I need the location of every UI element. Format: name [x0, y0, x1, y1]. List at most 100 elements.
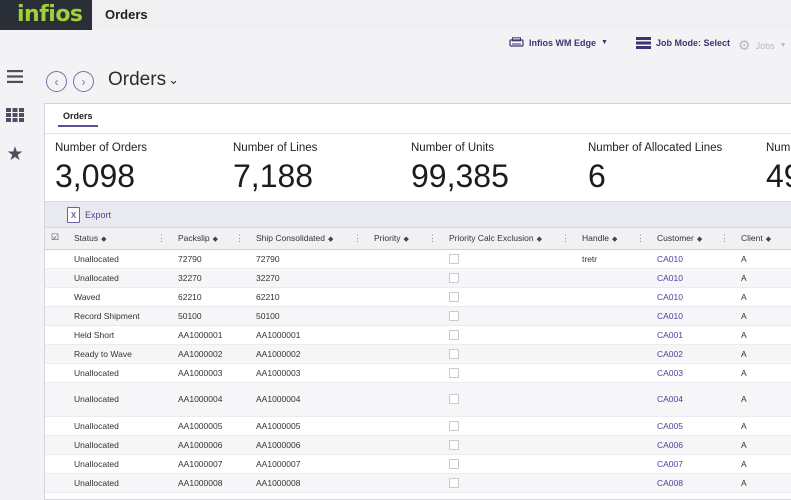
column-menu-icon[interactable]: ⋮	[561, 233, 570, 243]
cell-customer[interactable]: CA002	[657, 348, 683, 359]
sort-icon[interactable]: ◆	[212, 236, 219, 244]
row-select-cell	[45, 306, 68, 325]
hamburger-icon[interactable]	[5, 67, 25, 85]
cell-customer[interactable]: CA004	[657, 394, 683, 404]
cell-client: A	[741, 310, 747, 321]
cell-client: A	[741, 329, 747, 340]
priority-calc-exclusion-checkbox[interactable]	[449, 439, 459, 450]
priority-calc-exclusion-checkbox[interactable]	[449, 329, 459, 340]
sort-icon[interactable]: ◆	[536, 236, 542, 244]
cell-customer[interactable]: CA003	[657, 367, 683, 378]
warehouse-selector[interactable]: Infios WM Edge ▼	[509, 37, 608, 48]
table-row[interactable]: Unallocated AA1000004 AA1000004 CA004 A	[45, 382, 791, 416]
tab-bar: Orders	[45, 104, 791, 134]
column-header-customer[interactable]: Customer ◆ ⋮	[651, 228, 735, 249]
context-bar: Infios WM Edge ▼ Job Mode: Select ⚙ Jobs…	[0, 30, 791, 58]
column-menu-icon[interactable]: ⋮	[353, 233, 362, 243]
priority-calc-exclusion-checkbox[interactable]	[449, 310, 459, 321]
column-menu-icon[interactable]: ⋮	[720, 233, 729, 243]
column-header-ship-consolidated[interactable]: Ship Consolidated ◆ ⋮	[250, 228, 368, 249]
priority-calc-exclusion-checkbox[interactable]	[449, 272, 459, 283]
cell-ship-consolidated: AA1000003	[256, 367, 301, 378]
column-menu-icon[interactable]: ⋮	[636, 233, 645, 243]
priority-calc-exclusion-checkbox[interactable]	[449, 348, 459, 359]
column-menu-icon[interactable]: ⋮	[428, 233, 437, 243]
cell-customer[interactable]: CA008	[657, 477, 683, 488]
list-icon	[636, 37, 651, 49]
table-row[interactable]: Unallocated AA1000005 AA1000005 CA005 A	[45, 416, 791, 435]
column-header-status[interactable]: Status ◆ ⋮	[68, 228, 172, 249]
left-rail: ★	[0, 58, 30, 500]
priority-calc-exclusion-checkbox[interactable]	[449, 394, 459, 405]
orders-panel: Orders Number of Orders 3,098 Number of …	[44, 103, 791, 500]
metric-lines: Number of Lines 7,188	[233, 142, 317, 192]
row-select-cell	[45, 363, 68, 382]
cell-priority	[368, 344, 443, 363]
logo[interactable]: infios	[0, 0, 92, 30]
back-button[interactable]: ‹	[46, 71, 67, 92]
jobs-menu[interactable]: ⚙ Jobs ▼	[738, 37, 787, 54]
sort-icon[interactable]: ◆	[101, 236, 107, 244]
metric-truncated: Numb 49	[766, 142, 791, 192]
column-menu-icon[interactable]: ⋮	[157, 233, 166, 243]
table-row[interactable]: Unallocated AA1000006 AA1000006 CA006 A	[45, 435, 791, 454]
metric-label: Numb	[766, 142, 791, 154]
cell-ship-consolidated: AA1000006	[256, 439, 301, 450]
column-label: Client	[741, 233, 763, 244]
column-label: Ship Consolidated	[256, 233, 325, 244]
star-icon[interactable]: ★	[6, 143, 24, 165]
cell-customer[interactable]: CA010	[657, 291, 683, 302]
column-header-client[interactable]: Client◆⋮	[735, 228, 791, 249]
cell-customer[interactable]: CA010	[657, 272, 683, 283]
table-row[interactable]: Record Shipment 50100 50100 CA010 A	[45, 306, 791, 325]
cell-customer[interactable]: CA010	[657, 310, 683, 321]
priority-calc-exclusion-checkbox[interactable]	[449, 477, 459, 488]
priority-calc-exclusion-checkbox[interactable]	[449, 291, 459, 302]
table-row[interactable]: Ready to Wave AA1000002 AA1000002 CA002 A	[45, 344, 791, 363]
cell-customer[interactable]: CA005	[657, 420, 683, 431]
priority-calc-exclusion-checkbox[interactable]	[449, 253, 459, 264]
table-row[interactable]: Unallocated AA1000003 AA1000003 CA003 A	[45, 363, 791, 382]
chevron-down-icon: ▼	[601, 39, 608, 46]
select-all-checkbox[interactable]: ☑	[45, 228, 68, 249]
metric-label: Number of Units	[411, 142, 495, 154]
sort-icon[interactable]: ◆	[611, 236, 618, 244]
export-button[interactable]: X Export	[67, 207, 111, 223]
table-row[interactable]: Waved 62210 62210 CA010 A	[45, 287, 791, 306]
cell-customer[interactable]: CA001	[657, 329, 683, 340]
metric-allocated-lines: Number of Allocated Lines 6	[588, 142, 722, 192]
sort-icon[interactable]: ◆	[696, 236, 703, 244]
grid-icon[interactable]	[5, 106, 25, 124]
page-title[interactable]: Orders ⌄	[108, 69, 179, 91]
chevron-right-icon: ›	[81, 74, 86, 89]
table-row[interactable]: Held Short AA1000001 AA1000001 CA001 A	[45, 325, 791, 344]
tab-orders[interactable]: Orders	[58, 111, 98, 127]
metrics-row: Number of Orders 3,098 Number of Lines 7…	[45, 134, 791, 202]
cell-customer[interactable]: CA006	[657, 439, 683, 450]
sort-icon[interactable]: ◆	[328, 236, 334, 244]
column-header-packslip[interactable]: Packslip ◆ ⋮	[172, 228, 250, 249]
cell-customer[interactable]: CA007	[657, 458, 683, 469]
cell-ship-consolidated: 50100	[256, 310, 280, 321]
excel-icon: X	[67, 207, 80, 223]
cell-customer[interactable]: CA010	[657, 253, 683, 264]
sort-icon[interactable]: ◆	[403, 236, 409, 244]
job-mode-selector[interactable]: Job Mode: Select	[636, 37, 730, 49]
table-row[interactable]: Unallocated 72790 72790 tretr CA010 A	[45, 249, 791, 268]
priority-calc-exclusion-checkbox[interactable]	[449, 420, 459, 431]
cell-packslip: AA1000005	[178, 420, 223, 431]
column-header-priority[interactable]: Priority ◆ ⋮	[368, 228, 443, 249]
column-menu-icon[interactable]: ⋮	[235, 233, 244, 243]
forward-button[interactable]: ›	[73, 71, 94, 92]
priority-calc-exclusion-checkbox[interactable]	[449, 367, 459, 378]
cell-ship-consolidated: AA1000001	[256, 329, 301, 340]
table-row[interactable]: Unallocated AA1000007 AA1000007 CA007 A	[45, 454, 791, 473]
cell-packslip: 62210	[178, 291, 202, 302]
column-header-priority-calc-exclusion[interactable]: Priority Calc Exclusion ◆ ⋮	[443, 228, 576, 249]
table-row[interactable]: Unallocated 32270 32270 CA010 A	[45, 268, 791, 287]
priority-calc-exclusion-checkbox[interactable]	[449, 458, 459, 469]
sort-icon[interactable]: ◆	[765, 236, 772, 244]
column-header-handle[interactable]: Handle ◆ ⋮	[576, 228, 651, 249]
cell-handle	[576, 325, 651, 344]
table-row[interactable]: Unallocated AA1000008 AA1000008 CA008 A	[45, 473, 791, 492]
